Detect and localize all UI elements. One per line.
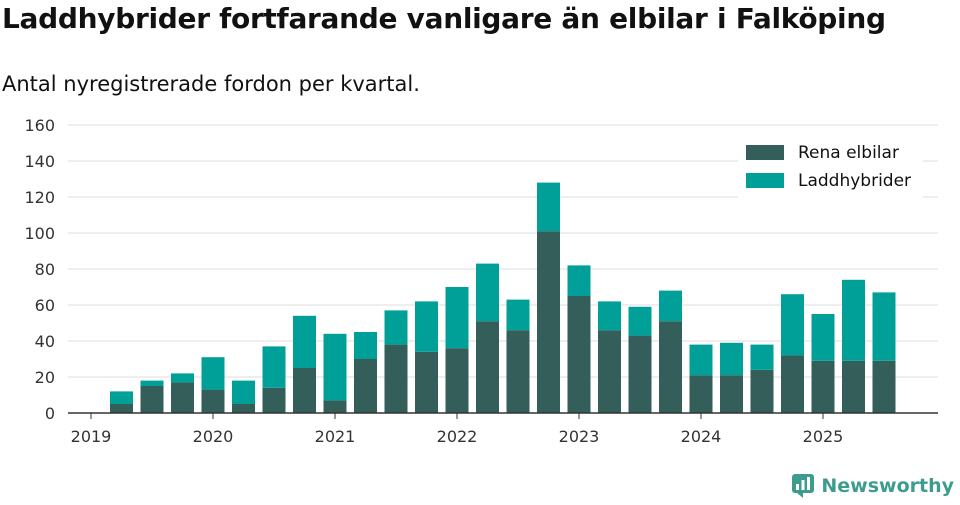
bar-laddhybrider bbox=[262, 346, 286, 388]
bar-laddhybrider bbox=[110, 391, 133, 404]
bar-rena-elbilar bbox=[140, 386, 164, 413]
bar-rena-elbilar bbox=[323, 400, 347, 413]
brand-name: Newsworthy bbox=[821, 475, 954, 497]
y-axis-ticks: 0 20 40 60 80 100 120 140 160 bbox=[24, 116, 55, 423]
brand: Newsworthy bbox=[791, 473, 954, 499]
bar-laddhybrider bbox=[354, 332, 377, 359]
bar-rena-elbilar bbox=[384, 344, 408, 413]
bar-rena-elbilar bbox=[628, 335, 652, 413]
bar-laddhybrider bbox=[384, 310, 408, 345]
y-tick-label: 80 bbox=[35, 260, 55, 279]
bar-laddhybrider bbox=[293, 315, 316, 368]
legend: Rena elbilar Laddhybrider bbox=[738, 137, 923, 199]
bar-rena-elbilar bbox=[110, 404, 133, 413]
y-tick-label: 100 bbox=[24, 224, 55, 243]
y-tick-label: 20 bbox=[35, 368, 55, 387]
legend-label: Laddhybrider bbox=[798, 171, 911, 191]
bar-rena-elbilar bbox=[750, 369, 774, 413]
bar-rena-elbilar bbox=[171, 382, 194, 413]
bar-rena-elbilar bbox=[354, 359, 377, 413]
y-tick-label: 40 bbox=[35, 332, 55, 351]
x-tick-label: 2025 bbox=[803, 427, 844, 446]
bar-rena-elbilar bbox=[415, 351, 438, 413]
chart-subtitle: Antal nyregistrerade fordon per kvartal. bbox=[2, 72, 420, 96]
bar-rena-elbilar bbox=[506, 330, 530, 413]
bar-rena-elbilar bbox=[567, 296, 591, 413]
bars bbox=[110, 182, 896, 413]
x-tick-label: 2022 bbox=[437, 427, 478, 446]
bar-rena-elbilar bbox=[689, 375, 713, 413]
legend-swatch bbox=[746, 145, 784, 160]
x-tick-label: 2019 bbox=[71, 427, 112, 446]
bar-laddhybrider bbox=[415, 301, 438, 352]
bar-laddhybrider bbox=[476, 263, 499, 322]
bar-laddhybrider bbox=[537, 182, 560, 232]
bar-laddhybrider bbox=[232, 380, 255, 404]
x-tick-label: 2020 bbox=[193, 427, 234, 446]
bar-laddhybrider bbox=[567, 265, 591, 296]
y-tick-label: 0 bbox=[45, 404, 55, 423]
bar-rena-elbilar bbox=[781, 355, 804, 413]
chart-title: Laddhybrider fortfarande vanligare än el… bbox=[2, 2, 886, 35]
bar-rena-elbilar bbox=[293, 368, 316, 413]
bar-laddhybrider bbox=[720, 342, 743, 376]
bar-rena-elbilar bbox=[201, 389, 225, 413]
bar-laddhybrider bbox=[201, 357, 225, 390]
bar-laddhybrider bbox=[811, 314, 835, 361]
bar-laddhybrider bbox=[140, 380, 164, 386]
bar-rena-elbilar bbox=[232, 404, 255, 413]
x-tick-label: 2024 bbox=[681, 427, 722, 446]
bar-rena-elbilar bbox=[872, 360, 896, 413]
bar-rena-elbilar bbox=[445, 348, 469, 413]
bar-laddhybrider bbox=[872, 292, 896, 361]
y-tick-label: 160 bbox=[24, 116, 55, 135]
x-tick-label: 2023 bbox=[559, 427, 600, 446]
bar-rena-elbilar bbox=[598, 330, 621, 413]
bar-laddhybrider bbox=[506, 299, 530, 331]
bar-rena-elbilar bbox=[537, 231, 560, 413]
y-tick-label: 140 bbox=[24, 152, 55, 171]
bar-laddhybrider bbox=[842, 279, 865, 361]
legend-swatch bbox=[746, 173, 784, 188]
newsworthy-logo-icon bbox=[792, 474, 815, 498]
bar-laddhybrider bbox=[659, 290, 682, 322]
bar-laddhybrider bbox=[323, 333, 347, 401]
bar-laddhybrider bbox=[781, 294, 804, 356]
bar-laddhybrider bbox=[598, 301, 621, 331]
x-tick-label: 2021 bbox=[315, 427, 356, 446]
bar-rena-elbilar bbox=[720, 375, 743, 413]
bar-laddhybrider bbox=[750, 344, 774, 370]
bar-rena-elbilar bbox=[659, 321, 682, 413]
bar-laddhybrider bbox=[628, 306, 652, 336]
bar-rena-elbilar bbox=[811, 360, 835, 413]
bar-laddhybrider bbox=[171, 373, 194, 383]
y-tick-label: 60 bbox=[35, 296, 55, 315]
bar-rena-elbilar bbox=[476, 321, 499, 413]
bar-rena-elbilar bbox=[262, 387, 286, 413]
y-tick-label: 120 bbox=[24, 188, 55, 207]
bar-laddhybrider bbox=[445, 287, 469, 349]
legend-label: Rena elbilar bbox=[798, 143, 899, 163]
bar-rena-elbilar bbox=[842, 360, 865, 413]
x-axis-ticks: 2019 2020 2021 2022 2023 2024 2025 bbox=[71, 413, 844, 446]
bar-laddhybrider bbox=[689, 344, 713, 376]
